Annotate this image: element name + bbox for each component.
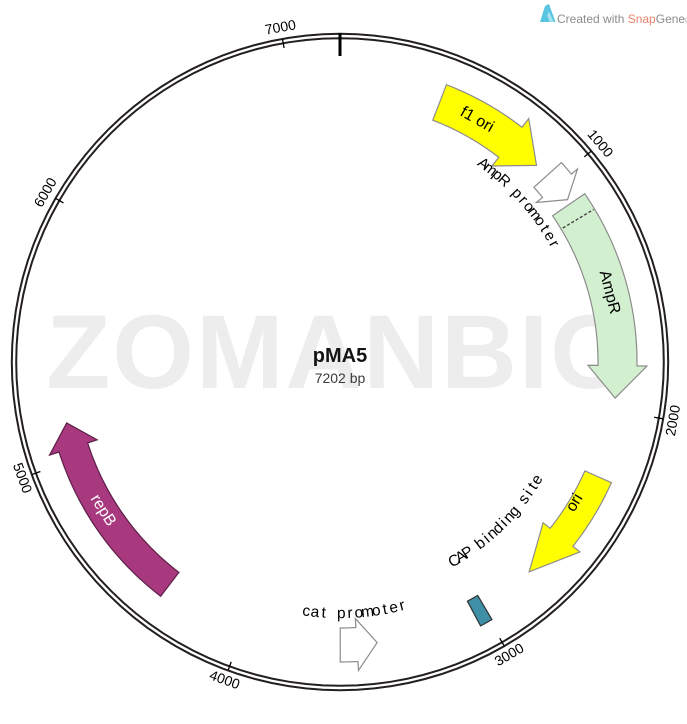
svg-text:7000: 7000 xyxy=(264,16,298,37)
svg-text:3000: 3000 xyxy=(492,640,527,670)
svg-text:o: o xyxy=(354,604,364,622)
svg-text:Created with SnapGene®: Created with SnapGene® xyxy=(557,12,687,26)
svg-text:a: a xyxy=(310,603,321,621)
svg-text:4000: 4000 xyxy=(207,667,242,693)
svg-text:r: r xyxy=(347,605,353,622)
svg-text:5000: 5000 xyxy=(10,461,36,496)
svg-text:7202 bp: 7202 bp xyxy=(315,370,366,386)
svg-text:pMA5: pMA5 xyxy=(313,345,367,367)
svg-text:t: t xyxy=(321,604,327,621)
svg-text:6000: 6000 xyxy=(30,175,60,210)
svg-text:p: p xyxy=(337,605,346,622)
